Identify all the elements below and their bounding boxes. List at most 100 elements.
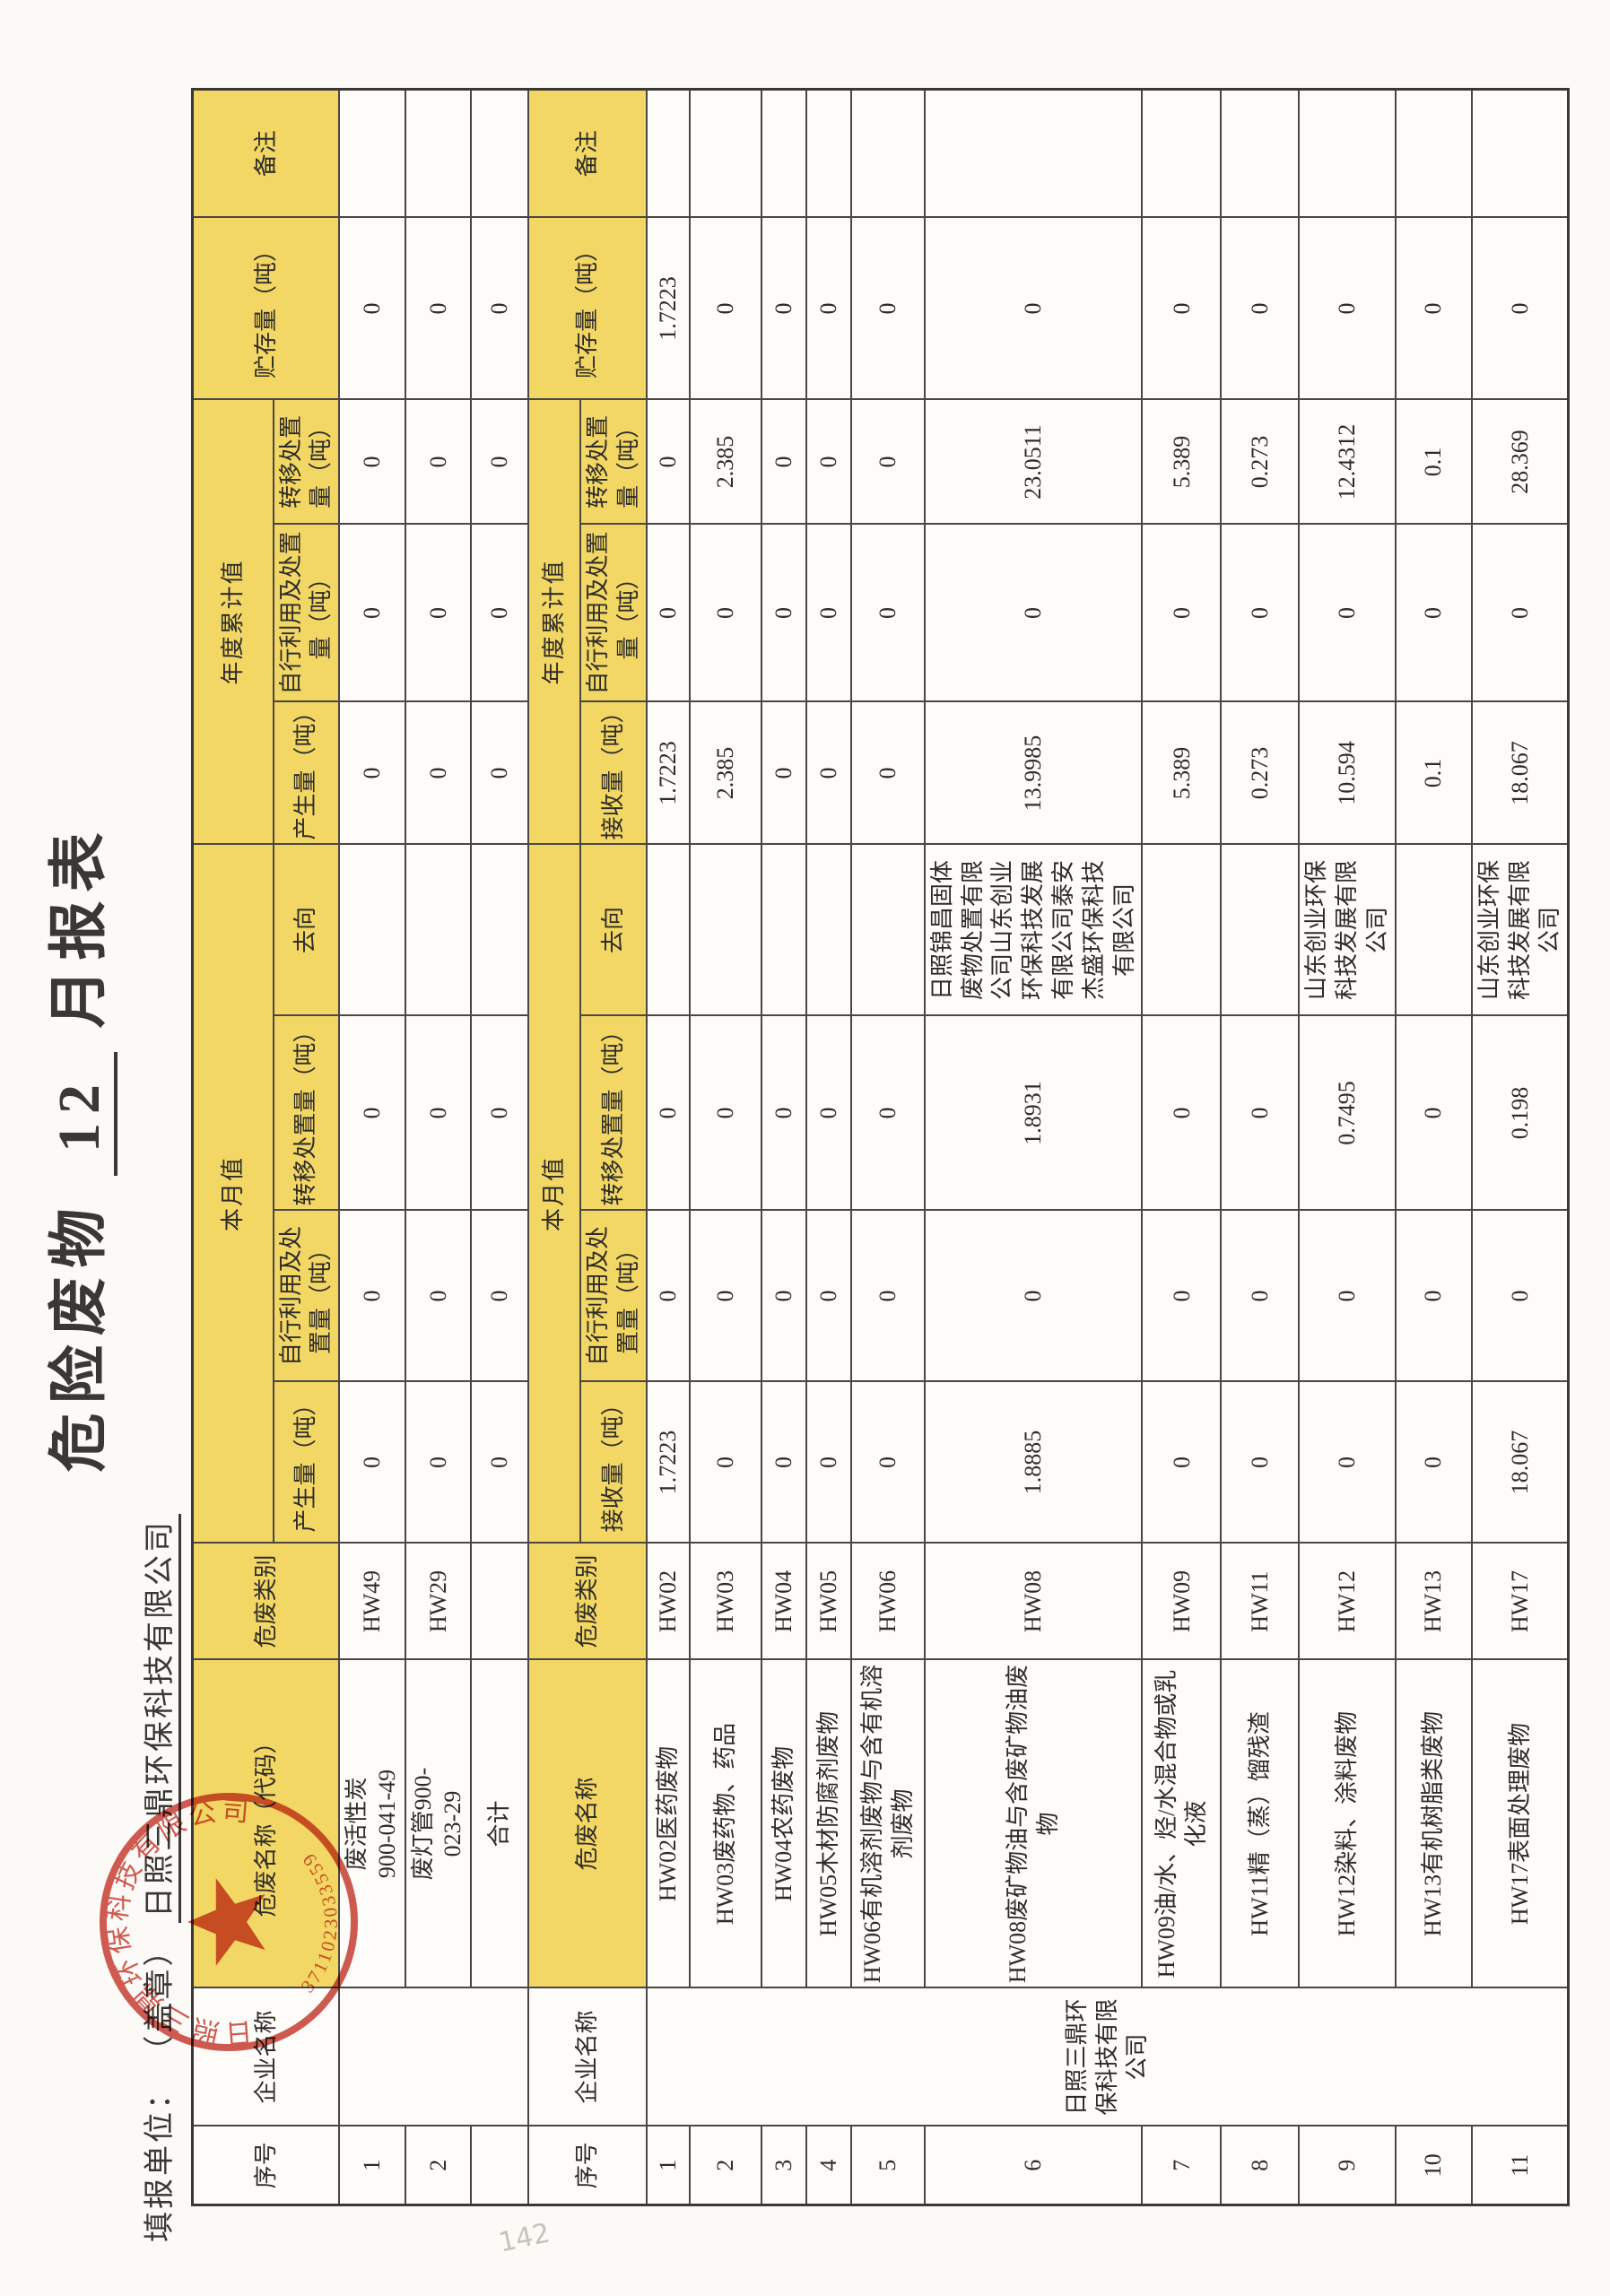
col-header-self-month-b: 自行利用及处置量（吨） <box>580 1210 647 1382</box>
cell-m_self: 0 <box>1471 1210 1569 1382</box>
cell-storage: 0 <box>405 217 472 400</box>
cell-note <box>405 89 472 218</box>
cell-m_in: 0 <box>689 1381 761 1544</box>
cell-seq: 2 <box>689 2126 761 2205</box>
table-row: 合计 0 0 0 0 0 0 0 <box>471 89 529 2205</box>
col-header-seq: 序号 <box>192 2126 340 2205</box>
cell-y_tr: 0 <box>805 399 851 525</box>
table-row: 9 HW12染料、涂料废物 HW12 0 0 0.7495 山东创业环保科技发展有限公司 10… <box>1299 89 1396 2205</box>
cell-y_self: 0 <box>646 524 690 702</box>
col-header-produced-year: 产生量（吨） <box>273 701 340 845</box>
cell-y_in: 10.594 <box>1299 701 1396 845</box>
cell-name: HW06有机溶剂废物与含有机溶剂废物 <box>850 1659 925 1988</box>
cell-y_tr: 12.4312 <box>1299 399 1396 525</box>
cell-storage: 0 <box>1395 217 1472 400</box>
company-seal: 日照三鼎环保科技有限公司 3711023033559 <box>100 1793 358 2051</box>
col-header-storage: 贮存量（吨） <box>192 217 340 400</box>
cell-name: HW04农药废物 <box>761 1659 806 1988</box>
cell-category: HW02 <box>646 1543 690 1660</box>
header-section-b: 序号 企业名称 危废名称 危废类别 本月值 年度累计值 贮存量（吨） 备注 接收… <box>528 89 647 2205</box>
table-row: 10 HW13有机树脂类废物 HW13 0 0 0 0.1 0 0.1 0 <box>1395 89 1472 2205</box>
cell-m_in: 0 <box>471 1381 529 1544</box>
cell-y_self: 0 <box>1395 524 1472 702</box>
cell-m_self: 0 <box>646 1210 690 1382</box>
cell-category: HW09 <box>1142 1543 1222 1660</box>
cell-name: HW13有机树脂类废物 <box>1395 1659 1472 1988</box>
col-header-storage-b: 贮存量（吨） <box>528 217 647 400</box>
cell-m_self: 0 <box>1395 1210 1472 1382</box>
col-header-note-b: 备注 <box>528 89 647 218</box>
cell-name: HW03废药物、药品 <box>689 1659 761 1988</box>
cell-seq: 5 <box>850 2126 925 2205</box>
cell-company: 日照三鼎环保科技有限公司 <box>646 1987 1569 2126</box>
cell-category: HW49 <box>339 1543 405 1660</box>
cell-m_tr: 0.7495 <box>1299 1015 1396 1211</box>
cell-note <box>1142 89 1222 218</box>
cell-note <box>805 89 851 218</box>
cell-m_in: 0 <box>761 1381 806 1544</box>
cell-m_tr: 0 <box>1395 1015 1472 1211</box>
cell-name: HW05木材防腐剂废物 <box>805 1659 851 1988</box>
cell-seq: 9 <box>1299 2126 1396 2205</box>
cell-m_in: 0 <box>1299 1381 1396 1544</box>
col-header-produced-month: 产生量（吨） <box>273 1381 340 1544</box>
cell-dest <box>471 844 529 1016</box>
cell-dest: 日照锦昌固体废物处置有限公司山东创业环保科技发展有限公司泰安杰盛环保科技有限公司 <box>924 844 1143 1016</box>
cell-m_in: 0 <box>1142 1381 1222 1544</box>
group-header-month: 本月值 <box>192 844 274 1544</box>
seal-ring <box>100 1793 358 2051</box>
cell-y_self: 0 <box>405 524 472 702</box>
col-header-category-b: 危废类别 <box>528 1543 647 1660</box>
cell-m_tr: 0 <box>471 1015 529 1211</box>
cell-note <box>924 89 1143 218</box>
cell-name: HW09油/水、烃/水混合物或乳化液 <box>1142 1659 1222 1988</box>
cell-y_in: 0.273 <box>1221 701 1300 845</box>
cell-y_self: 0 <box>1221 524 1300 702</box>
cell-category: HW04 <box>761 1543 806 1660</box>
cell-m_tr: 0 <box>646 1015 690 1211</box>
col-header-self-year: 自行利用及处置量（吨） <box>273 524 340 702</box>
cell-y_in: 2.385 <box>689 701 761 845</box>
cell-storage: 0 <box>1299 217 1396 400</box>
cell-storage: 1.7223 <box>646 217 690 400</box>
cell-note <box>1221 89 1300 218</box>
col-header-destination: 去向 <box>273 844 340 1016</box>
cell-storage: 0 <box>1221 217 1300 400</box>
cell-category: HW17 <box>1471 1543 1569 1660</box>
cell-m_tr: 0 <box>405 1015 472 1211</box>
col-header-category: 危废类别 <box>192 1543 340 1660</box>
cell-seq: 8 <box>1221 2126 1300 2205</box>
cell-y_self: 0 <box>1471 524 1569 702</box>
cell-y_self: 0 <box>1299 524 1396 702</box>
cell-m_in: 0 <box>805 1381 851 1544</box>
cell-storage: 0 <box>339 217 405 400</box>
cell-m_in: 0 <box>405 1381 472 1544</box>
cell-note <box>1299 89 1396 218</box>
col-header-transfer-month: 转移处置量（吨） <box>273 1015 340 1211</box>
cell-m_self: 0 <box>1221 1210 1300 1382</box>
cell-name: HW11精（蒸）馏残渣 <box>1221 1659 1300 1988</box>
cell-dest <box>761 844 806 1016</box>
cell-dest <box>850 844 925 1016</box>
cell-y_in: 13.9985 <box>924 701 1143 845</box>
cell-category: HW05 <box>805 1543 851 1660</box>
table-row: 1 日照三鼎环保科技有限公司 HW02医药废物 HW02 1.7223 0 0 1.7223 0… <box>646 89 1569 2205</box>
cell-m_self: 0 <box>1299 1210 1396 1382</box>
cell-y_tr: 0.1 <box>1395 399 1472 525</box>
cell-seq: 3 <box>761 2126 806 2205</box>
cell-m_self: 0 <box>405 1210 472 1382</box>
table-row: 2 HW03废药物、药品 HW03 0 0 0 2.385 0 2.385 0 <box>689 89 761 2205</box>
cell-seq: 1 <box>646 2126 690 2205</box>
group-header-year: 年度累计值 <box>192 399 274 845</box>
table-row: 4 HW05木材防腐剂废物 HW05 0 0 0 0 0 0 0 <box>805 89 851 2205</box>
group-header-month-b: 本月值 <box>528 844 581 1544</box>
cell-m_self: 0 <box>924 1210 1143 1382</box>
cell-y_self: 0 <box>339 524 405 702</box>
cell-seq: 7 <box>1142 2126 1222 2205</box>
cell-note <box>850 89 925 218</box>
hazardous-waste-table: 序号 企业名称 危废名称（代码） 危废类别 本月值 年度累计值 贮存量（吨） 备… <box>191 87 1571 2206</box>
cell-y_in: 0 <box>471 701 529 845</box>
cell-name: HW12染料、涂料废物 <box>1299 1659 1396 1988</box>
cell-y_tr: 0 <box>646 399 690 525</box>
